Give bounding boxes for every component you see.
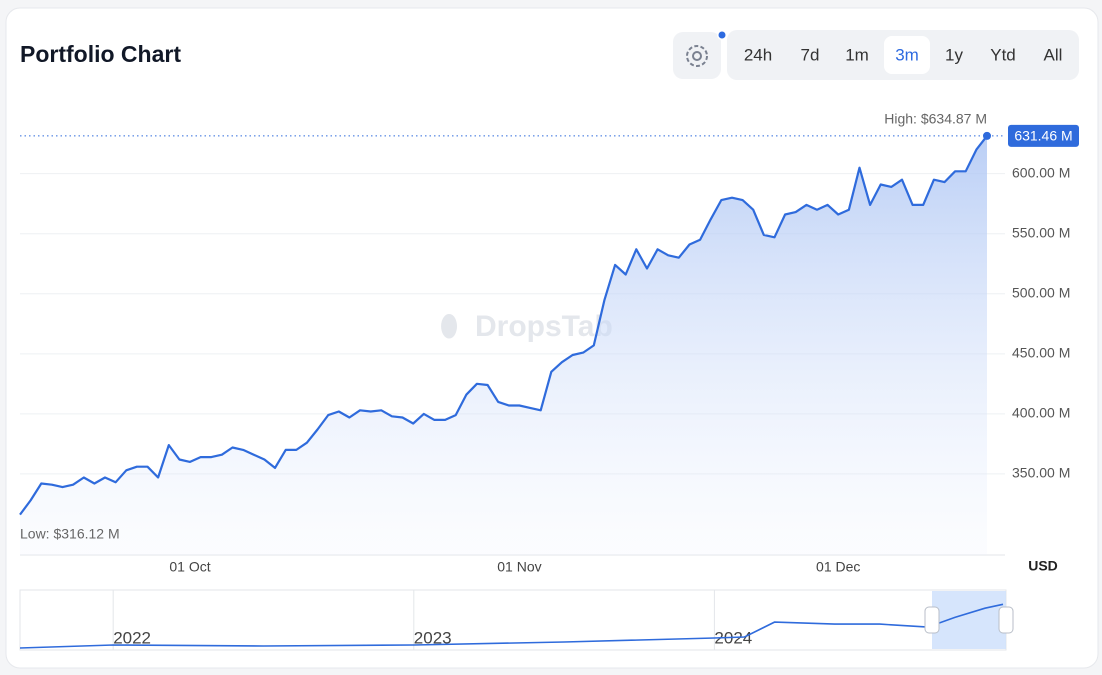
range-button[interactable]: 1m [845,45,869,64]
notification-dot [718,31,726,39]
settings-button[interactable] [673,32,721,79]
navigator-frame [19,589,1007,651]
x-tick-label: 01 Nov [497,559,541,575]
gear-icon [686,45,708,67]
title: Portfolio Chart [20,41,181,67]
y-tick-label: 350.00 M [1012,465,1070,481]
watermark: DropsTab [475,310,613,343]
range-button[interactable]: Ytd [990,45,1016,64]
navigator-window [932,591,1006,649]
current-point [983,131,991,140]
currency-label: USD [1028,558,1058,574]
navigator-line [19,603,1004,649]
y-tick-label: 450.00 M [1012,345,1070,361]
current-price-badge [1008,124,1079,147]
range-button[interactable]: 24h [744,45,772,64]
high-label: High: $634.87 M [884,110,987,126]
y-tick-label: 600.00 M [1012,164,1070,180]
y-tick-label: 500.00 M [1012,284,1070,300]
navigator-handle[interactable] [998,606,1014,634]
navigator-tick-label: 2023 [414,628,452,647]
range-button-selected[interactable] [884,36,930,74]
y-tick-label: 550.00 M [1012,224,1070,240]
range-button[interactable]: All [1044,45,1063,64]
x-tick-label: 01 Oct [169,559,210,575]
line [19,135,988,516]
low-label: Low: $316.12 M [20,525,120,541]
range-button[interactable]: 3m [895,45,919,64]
range-button[interactable]: 1y [945,45,963,64]
navigator-tick-label: 2022 [113,628,151,647]
range-button[interactable]: 7d [801,45,820,64]
area [20,135,987,555]
current-price-label: 631.46 M [1014,128,1072,144]
watermark-icon: ⬮ [440,310,459,343]
y-tick-label: 400.00 M [1012,405,1070,421]
x-tick-label: 01 Dec [816,559,860,575]
navigator-handle[interactable] [924,606,940,634]
